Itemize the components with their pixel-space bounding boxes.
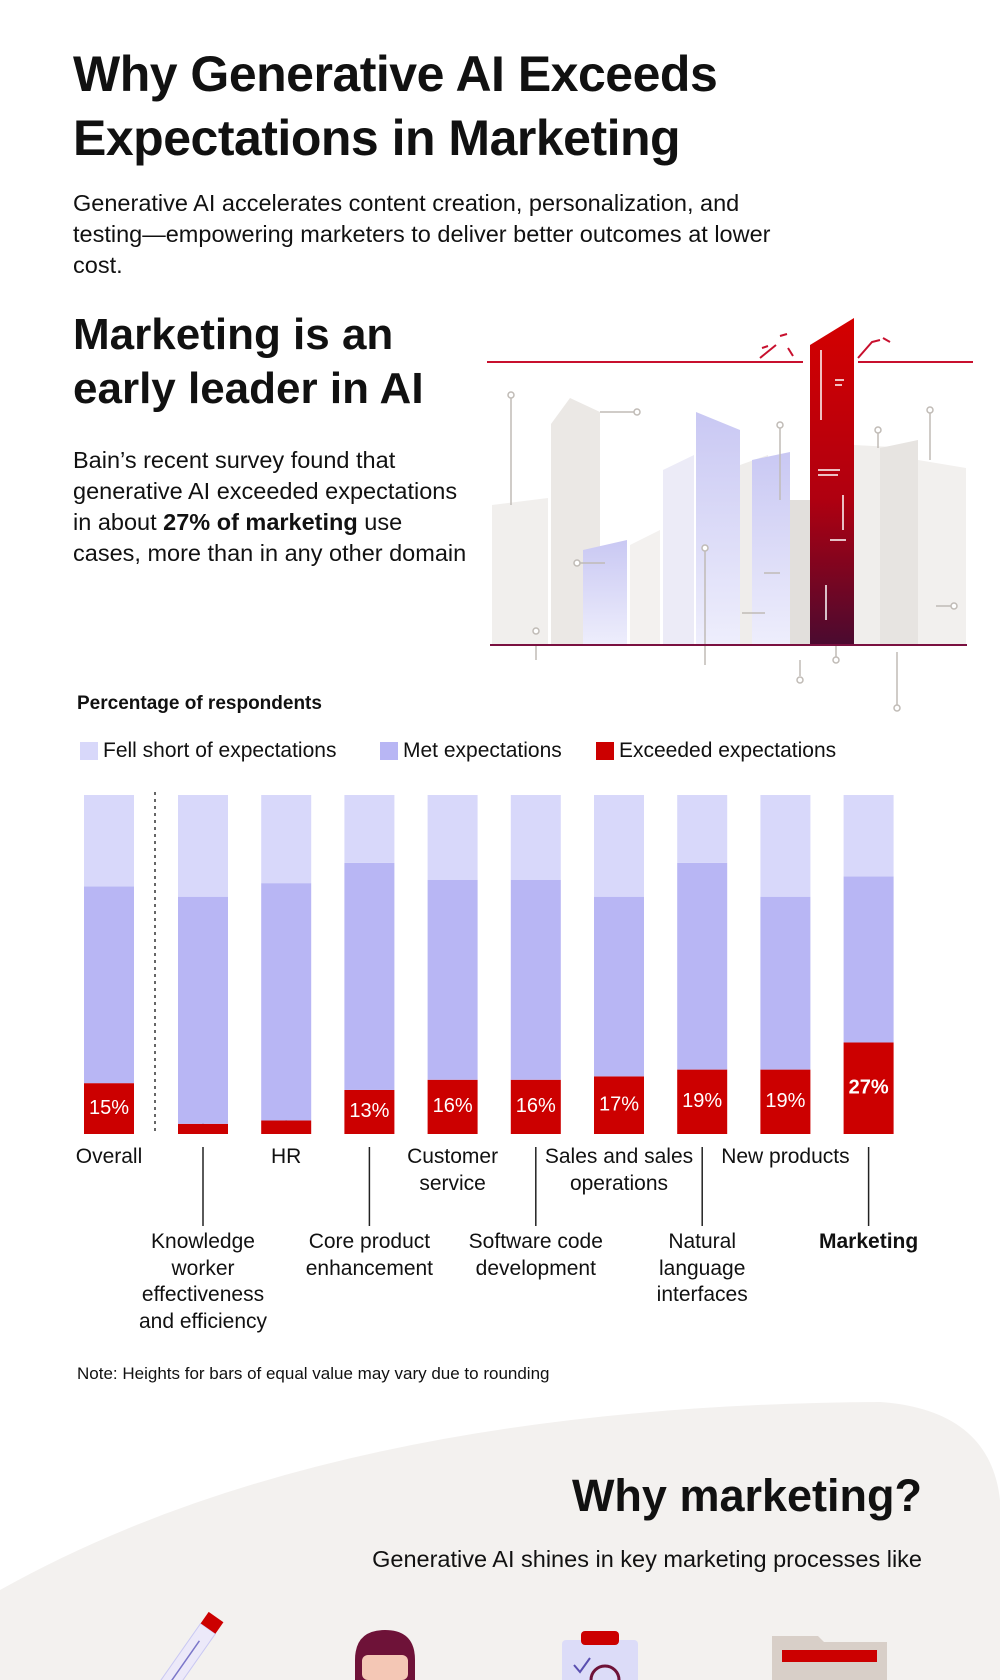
section-text: Bain’s recent survey found that generati… xyxy=(73,445,473,569)
legend-label: Fell short of expectations xyxy=(103,739,337,762)
bar-segment xyxy=(261,1120,312,1134)
bar-segment xyxy=(84,1083,134,1134)
bar-segment xyxy=(344,862,395,1090)
bar-segment xyxy=(178,896,228,1124)
section-background xyxy=(0,1402,1000,1680)
bar-segment xyxy=(427,795,478,880)
bar-segment xyxy=(677,1069,728,1134)
bar-segment xyxy=(510,795,561,880)
value-label: 16% xyxy=(516,1095,556,1117)
legend-swatch xyxy=(80,742,98,760)
page-subtitle: Generative AI accelerates content creati… xyxy=(73,190,771,278)
value-label: 19% xyxy=(682,1090,722,1112)
bar-segment xyxy=(261,795,312,884)
section-heading: Why marketing? xyxy=(571,1470,922,1521)
bar-segment xyxy=(760,1069,811,1134)
bar-segment xyxy=(84,886,134,1084)
page-title: Why Generative AI Exceeds Expectations i… xyxy=(73,46,718,166)
x-tick-label: Natural language interfaces xyxy=(656,1230,748,1306)
bar-segment xyxy=(843,1042,894,1134)
x-tick-label: HR xyxy=(271,1145,302,1168)
x-tick-label: Overall xyxy=(75,1145,143,1168)
x-tick-label: Customer service xyxy=(407,1145,499,1195)
bar-segment xyxy=(594,1076,644,1134)
skyline-illustration xyxy=(487,318,973,712)
bar-segment xyxy=(843,795,894,877)
bar-segment xyxy=(427,879,478,1080)
bar-segment xyxy=(261,883,312,1121)
legend-swatch xyxy=(596,742,614,760)
legend-label: Met expectations xyxy=(403,739,562,762)
value-label: 13% xyxy=(349,1100,389,1122)
section-heading: Marketing is an early leader in AI xyxy=(73,310,424,413)
x-tick-label: Sales and sales operations xyxy=(544,1145,694,1195)
bar-segment xyxy=(178,795,228,897)
bar-segment xyxy=(344,1089,395,1134)
text: Bain’s recent survey found that generati… xyxy=(73,447,458,535)
bar-segment xyxy=(510,879,561,1080)
axis-label: Percentage of respondents xyxy=(77,693,322,714)
section-text: Generative AI shines in key marketing pr… xyxy=(372,1546,922,1572)
x-tick-label: New products xyxy=(721,1145,850,1168)
bar-segment xyxy=(594,896,644,1077)
bar-segment xyxy=(344,795,395,863)
legend-swatch xyxy=(380,742,398,760)
bar-segment xyxy=(677,795,728,863)
x-tick-label: Marketing xyxy=(819,1230,919,1253)
bar-segment xyxy=(760,795,811,897)
value-label: 27% xyxy=(849,1077,889,1099)
process-icons xyxy=(156,1611,887,1680)
x-tick-label: Software code development xyxy=(468,1230,603,1280)
value-label: 15% xyxy=(89,1097,129,1119)
value-label: 19% xyxy=(765,1090,805,1112)
bar-segment xyxy=(677,862,728,1070)
legend-label: Exceeded expectations xyxy=(619,739,837,762)
bar-segment xyxy=(178,1123,228,1134)
chart: 15%3%4%13%16%16%17%19%19%27% xyxy=(80,742,894,1226)
chart-note: Note: Heights for bars of equal value ma… xyxy=(77,1364,550,1383)
emphasis: 27% of marketing xyxy=(163,509,358,535)
bar-segment xyxy=(427,1079,478,1134)
x-tick-label: Core product enhancement xyxy=(305,1230,434,1280)
text: use cases, more than in any other domain xyxy=(73,509,467,566)
value-label: 16% xyxy=(433,1095,473,1117)
bar-segment xyxy=(843,876,894,1043)
value-label: 17% xyxy=(599,1093,639,1115)
x-tick-label: Knowledge worker effectiveness and effic… xyxy=(138,1230,268,1333)
bar-segment xyxy=(760,896,811,1070)
bar-segment xyxy=(510,1079,561,1134)
bar-segment xyxy=(594,795,644,897)
bar-segment xyxy=(84,795,134,887)
